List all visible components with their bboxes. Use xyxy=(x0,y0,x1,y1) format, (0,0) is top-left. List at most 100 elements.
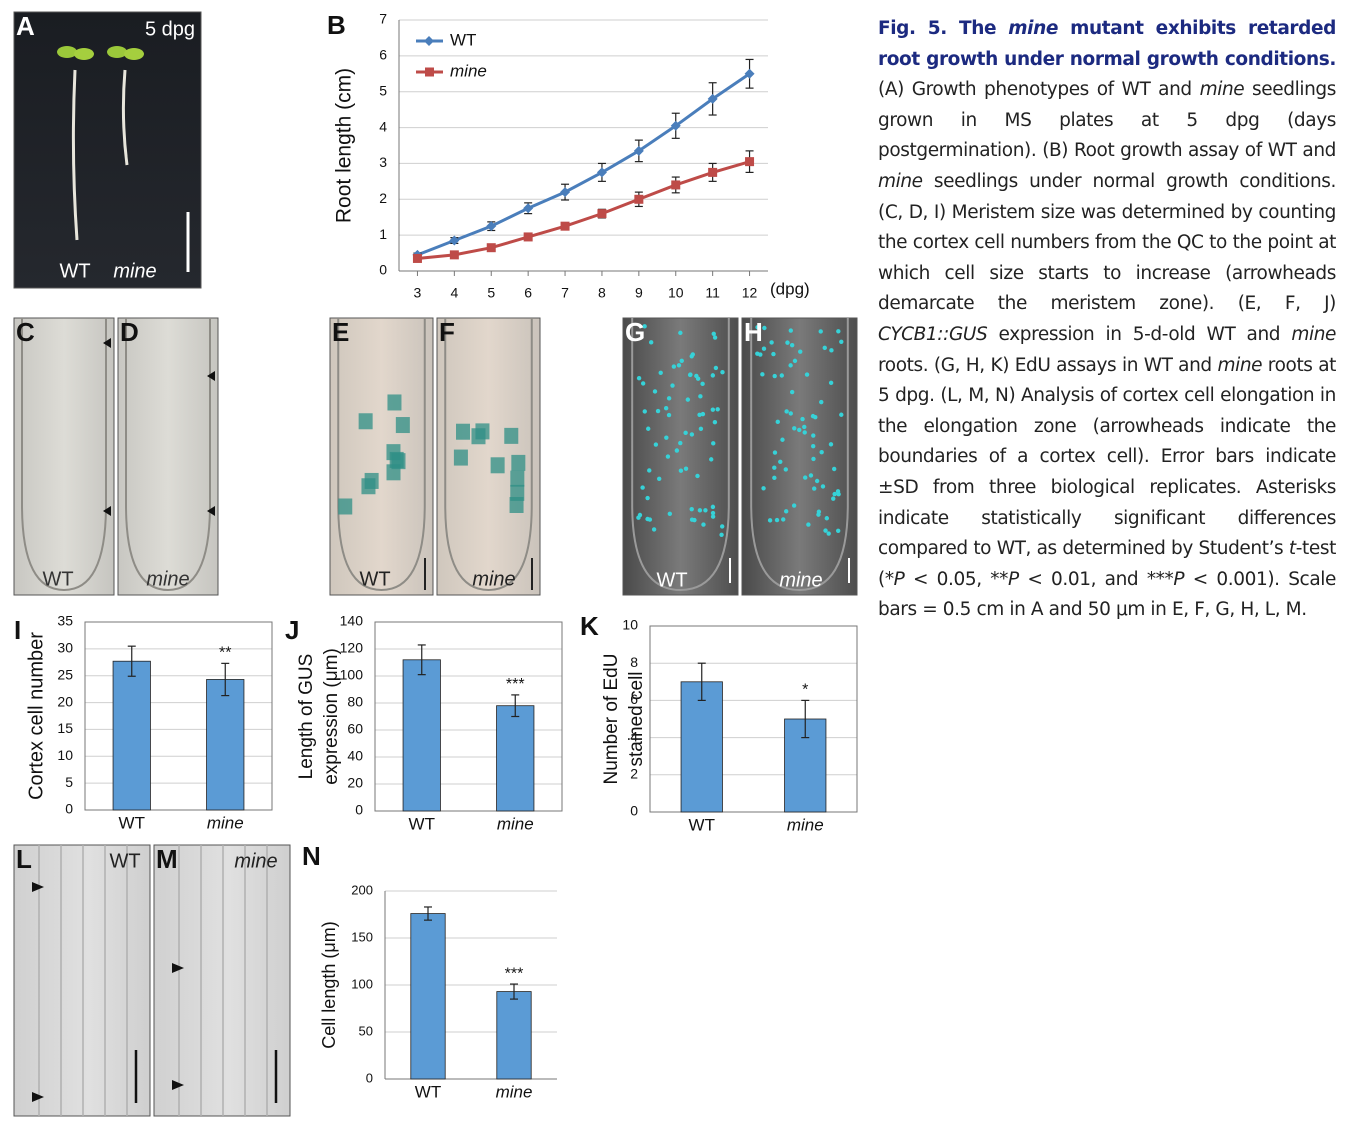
figure-caption: Fig. 5. The mine mutant exhibits retarde… xyxy=(878,14,1336,626)
x-tick-label: 10 xyxy=(668,285,684,301)
data-point xyxy=(412,253,422,263)
edu-nucleus xyxy=(703,508,708,513)
edu-nucleus xyxy=(670,383,675,388)
edu-nucleus xyxy=(663,406,669,411)
error-bar xyxy=(801,699,810,739)
y-tick-label: 0 xyxy=(379,262,387,278)
edu-nucleus xyxy=(683,430,688,436)
panel-letter: K xyxy=(580,611,599,641)
significance-label: *** xyxy=(505,965,524,982)
legend-label: WT xyxy=(450,30,476,49)
data-point xyxy=(523,232,533,242)
edu-nucleus xyxy=(689,517,695,522)
edu-nucleus xyxy=(690,352,695,357)
edu-nucleus xyxy=(711,441,716,446)
image-panel xyxy=(329,317,434,596)
caption-text: -test (* xyxy=(878,538,1336,590)
data-point xyxy=(745,157,755,167)
arrowhead xyxy=(32,882,44,892)
edu-nucleus xyxy=(658,370,663,375)
edu-nucleus xyxy=(678,330,683,336)
cotyledon xyxy=(124,48,144,60)
edu-nucleus xyxy=(636,375,642,381)
edu-nucleus xyxy=(822,345,827,351)
data-point xyxy=(486,221,497,232)
edu-nucleus xyxy=(719,532,724,537)
root-outline xyxy=(125,318,211,592)
image-label: WT xyxy=(656,569,687,591)
edu-nucleus xyxy=(813,414,818,420)
y-tick-label: 0 xyxy=(366,1070,373,1085)
edu-nucleus xyxy=(667,511,673,516)
edu-nucleus xyxy=(676,363,682,368)
data-point xyxy=(449,235,460,246)
edu-nucleus xyxy=(835,489,841,494)
gus-stain xyxy=(511,454,526,471)
edu-nucleus xyxy=(810,443,816,449)
edu-nucleus xyxy=(647,468,652,473)
edu-nucleus xyxy=(831,466,837,472)
root-outline xyxy=(444,318,533,592)
data-point xyxy=(708,167,718,177)
y-axis-label: Length of GUS xyxy=(296,654,317,780)
data-point xyxy=(560,187,571,198)
y-tick-label: 4 xyxy=(630,728,638,744)
data-point xyxy=(633,145,644,156)
edu-nucleus xyxy=(824,516,830,521)
edu-nucleus xyxy=(828,380,834,386)
image-label: WT xyxy=(42,568,73,590)
edu-nucleus xyxy=(640,485,645,490)
caption-text: roots. (G, H, K) EdU assays in WT and xyxy=(878,354,1218,376)
data-point xyxy=(670,120,681,131)
data-point xyxy=(449,250,459,260)
edu-nucleus xyxy=(671,364,677,369)
data-point xyxy=(634,194,644,204)
data-point xyxy=(597,209,607,219)
y-tick-label: 5 xyxy=(379,82,387,98)
edu-nucleus xyxy=(775,419,780,425)
data-point xyxy=(596,167,607,178)
image-label: 5 dpg xyxy=(145,18,195,40)
edu-nucleus xyxy=(720,370,725,375)
edu-nucleus xyxy=(642,409,647,414)
panel-letter: H xyxy=(744,317,763,347)
panel-letter: G xyxy=(625,317,645,347)
caption-text: P xyxy=(893,568,905,590)
edu-nucleus xyxy=(651,527,657,532)
edu-nucleus xyxy=(642,324,647,329)
edu-nucleus xyxy=(826,531,831,536)
edu-nucleus xyxy=(797,427,802,433)
edu-nucleus xyxy=(760,372,765,377)
edu-nucleus xyxy=(778,459,783,464)
y-tick-label: 0 xyxy=(630,803,638,819)
panel-letter: F xyxy=(439,317,455,347)
plot-frame xyxy=(84,621,273,811)
y-tick-label: 4 xyxy=(379,118,387,134)
gus-stain xyxy=(490,457,505,474)
edu-nucleus xyxy=(715,407,720,412)
gus-stain xyxy=(386,464,401,481)
y-tick-label: 100 xyxy=(340,667,364,683)
caption-text: seedlings under normal growth conditions… xyxy=(878,170,1336,315)
caption-text: < 0.05, ** xyxy=(904,568,1009,590)
y-tick-label: 80 xyxy=(347,694,363,710)
edu-nucleus xyxy=(804,372,810,377)
error-bar xyxy=(127,645,136,677)
edu-nucleus xyxy=(755,325,760,330)
significance-label: * xyxy=(802,682,808,699)
y-tick-label: 6 xyxy=(630,691,638,707)
edu-nucleus xyxy=(762,325,767,331)
edu-nucleus xyxy=(652,389,658,394)
edu-nucleus xyxy=(798,349,803,354)
edu-nucleus xyxy=(802,424,807,430)
y-tick-label: 0 xyxy=(65,801,73,817)
gus-stain xyxy=(504,427,519,444)
edu-nucleus xyxy=(640,381,646,386)
data-point xyxy=(560,221,570,231)
y-tick-label: 1 xyxy=(379,226,387,242)
panel-letter: C xyxy=(16,317,35,347)
edu-nucleus xyxy=(697,412,702,417)
image-label: mine xyxy=(779,569,822,591)
x-tick-label: 5 xyxy=(487,285,495,301)
caption-text: CYCB1::GUS xyxy=(878,323,988,345)
